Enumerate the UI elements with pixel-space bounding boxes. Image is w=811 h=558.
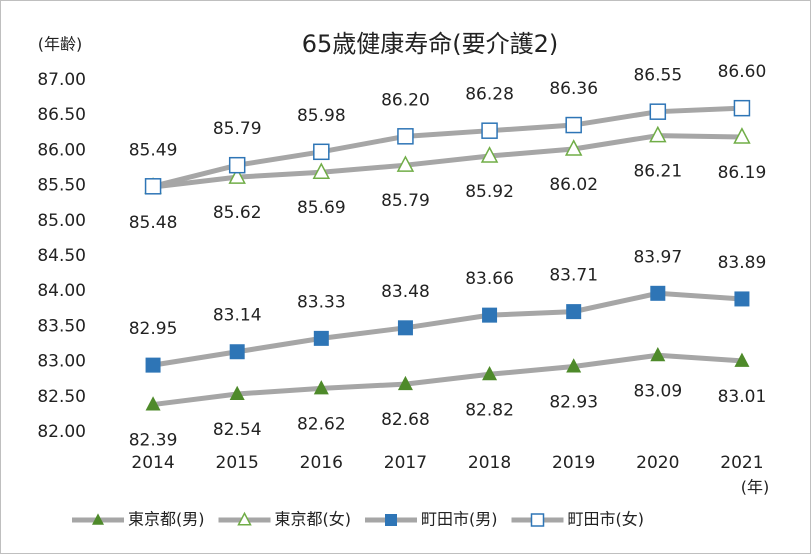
legend-marker (92, 513, 104, 525)
data-point (397, 375, 413, 391)
x-tick-label: 2018 (468, 453, 511, 473)
legend-marker (237, 511, 252, 526)
data-label: 86.60 (718, 62, 767, 82)
legend-label: 東京都(女) (275, 510, 352, 529)
y-tick-label: 82.50 (37, 387, 86, 407)
y-tick-label: 84.00 (37, 281, 86, 301)
data-point (228, 156, 246, 174)
data-label: 85.49 (129, 140, 178, 160)
data-point (396, 155, 415, 172)
y-tick-label: 86.00 (37, 140, 86, 160)
legend-marker (530, 513, 545, 527)
y-tick-label: 85.00 (37, 211, 86, 231)
data-label: 85.48 (129, 213, 178, 233)
data-point (397, 320, 413, 336)
series-line (152, 352, 743, 408)
data-point (733, 99, 751, 117)
data-point (312, 162, 331, 179)
data-label: 82.82 (465, 400, 514, 420)
x-tick-label: 2019 (552, 453, 595, 473)
data-label: 83.89 (718, 253, 767, 273)
data-label: 83.01 (718, 387, 767, 407)
data-label: 85.79 (381, 191, 430, 211)
series-line (152, 133, 742, 190)
data-label: 85.79 (213, 119, 262, 139)
data-label: 82.39 (129, 431, 178, 451)
data-label: 83.97 (633, 247, 682, 267)
data-label: 86.28 (465, 85, 514, 105)
data-point (565, 116, 582, 134)
data-point (397, 128, 414, 145)
data-point (566, 358, 582, 373)
data-label: 83.66 (465, 269, 514, 289)
data-label: 86.21 (633, 162, 682, 182)
data-label: 86.55 (633, 66, 682, 86)
chart-title: 65歳健康寿命(要介護2) (302, 30, 559, 58)
y-tick-label: 82.00 (37, 422, 86, 442)
data-label: 86.02 (549, 175, 598, 195)
y-tick-label: 83.50 (37, 316, 86, 336)
legend-label: 東京都(男) (128, 510, 205, 529)
series-line (152, 105, 743, 189)
data-label: 82.93 (549, 393, 598, 413)
data-point (229, 344, 245, 360)
y-tick-label: 86.50 (37, 105, 86, 125)
data-label: 83.48 (381, 282, 430, 302)
data-point (313, 330, 329, 346)
data-label: 82.54 (213, 420, 262, 440)
y-axis-label: (年齢) (38, 35, 83, 54)
data-point (482, 366, 498, 381)
x-tick-label: 2017 (384, 453, 427, 473)
data-label: 85.98 (297, 106, 346, 126)
data-point (480, 146, 499, 163)
data-label: 86.19 (718, 163, 767, 183)
data-point (481, 122, 498, 139)
data-label: 85.62 (213, 203, 262, 223)
data-point (649, 125, 667, 143)
data-label: 82.62 (297, 414, 346, 434)
data-label: 83.33 (297, 292, 346, 312)
data-point (734, 291, 750, 307)
data-point (733, 127, 751, 144)
data-label: 85.92 (465, 182, 514, 202)
x-tick-label: 2020 (636, 453, 679, 473)
data-label: 86.20 (381, 90, 430, 110)
data-label: 86.36 (549, 79, 598, 99)
data-point (734, 352, 750, 367)
data-label: 83.14 (213, 306, 262, 326)
data-label: 82.68 (381, 410, 430, 430)
x-tick-label: 2015 (216, 453, 259, 473)
data-label: 83.71 (549, 266, 598, 286)
data-point (566, 304, 582, 320)
x-tick-label: 2016 (300, 453, 343, 473)
data-point (650, 347, 666, 362)
x-axis-label: (年) (741, 478, 770, 497)
data-point (482, 307, 498, 323)
data-point (649, 103, 667, 120)
data-point (229, 385, 245, 400)
data-label: 85.69 (297, 198, 346, 218)
data-point (650, 285, 666, 301)
legend-label: 町田市(男) (421, 510, 498, 529)
data-point (145, 357, 161, 373)
y-tick-label: 83.00 (37, 352, 86, 372)
data-point (145, 396, 161, 411)
x-tick-label: 2021 (720, 453, 763, 473)
data-point (144, 178, 162, 195)
data-point (313, 143, 330, 161)
data-point (564, 139, 583, 156)
y-tick-label: 84.50 (37, 246, 86, 266)
y-tick-label: 85.50 (37, 176, 86, 196)
data-label: 82.95 (129, 319, 178, 339)
series-line (152, 290, 743, 368)
data-point (313, 380, 329, 395)
data-point (228, 167, 246, 184)
legend-marker (385, 514, 397, 526)
data-label: 83.09 (633, 381, 682, 401)
legend-label: 町田市(女) (568, 510, 645, 529)
x-tick-label: 2014 (131, 453, 174, 473)
y-tick-label: 87.00 (37, 70, 86, 90)
